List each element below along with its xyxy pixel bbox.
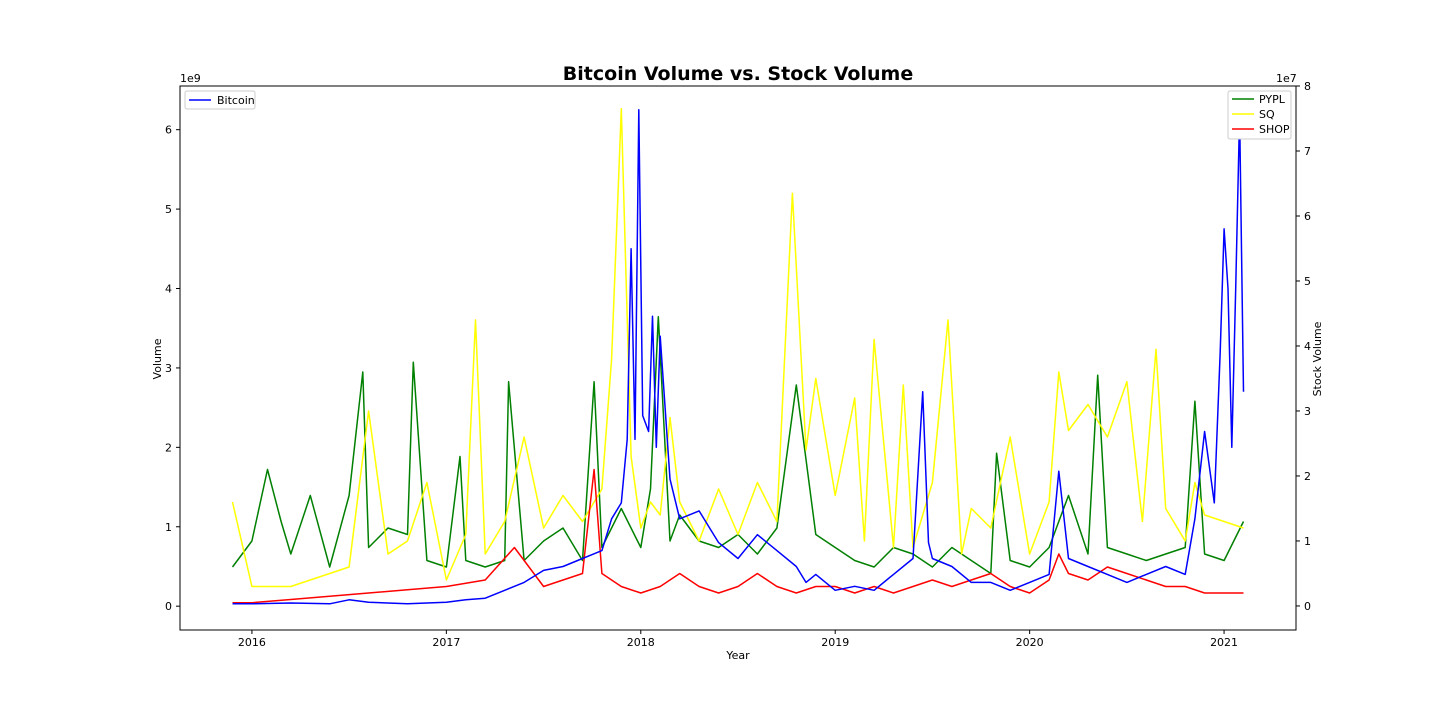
legend-left: Bitcoin (184, 90, 256, 110)
legend-label-pypl: PYPL (1259, 93, 1286, 106)
y2-tick-label: 4 (1304, 340, 1311, 353)
y-scale-label: 1e9 (180, 72, 201, 85)
legend-label-shop: SHOP (1259, 123, 1290, 136)
y-tick-label: 3 (165, 362, 172, 375)
y2-tick-label: 1 (1304, 535, 1311, 548)
y2-tick-label: 5 (1304, 275, 1311, 288)
y2-tick-label: 0 (1304, 600, 1311, 613)
x-tick-label: 2017 (432, 636, 460, 649)
y-tick-label: 5 (165, 203, 172, 216)
y-tick-label: 4 (165, 283, 172, 296)
x-tick-label: 2021 (1210, 636, 1238, 649)
y2-tick-label: 2 (1304, 470, 1311, 483)
series-line-sq (231, 107, 1244, 588)
y-tick-label: 2 (165, 441, 172, 454)
y2-scale-label: 1e7 (1276, 72, 1297, 85)
x-axis-label: Year (725, 649, 750, 662)
legend-left-box (184, 90, 256, 110)
x-tick-label: 2018 (627, 636, 655, 649)
y-axis-label: Volume (151, 338, 164, 379)
legend-right-box (1227, 90, 1292, 140)
y2-tick-label: 6 (1304, 210, 1311, 223)
series-line-bitcoin (232, 109, 1245, 605)
y2-tick-label: 3 (1304, 405, 1311, 418)
y2-tick-label: 7 (1304, 145, 1311, 158)
legend-right: PYPL SQ SHOP (1227, 90, 1292, 140)
series-line-shop (232, 468, 1244, 604)
x-axis: 2016 2017 2018 2019 2020 2021 (238, 630, 1238, 649)
plot-lines (231, 107, 1245, 605)
y-tick-label: 6 (165, 124, 172, 137)
plot-frame (179, 85, 1297, 631)
chart-title: Bitcoin Volume vs. Stock Volume (563, 63, 913, 85)
legend-label-sq: SQ (1259, 108, 1275, 121)
y2-tick-label: 8 (1304, 80, 1311, 93)
x-tick-label: 2016 (238, 636, 266, 649)
y-tick-label: 1 (165, 521, 172, 534)
series-line-pypl (231, 315, 1245, 575)
x-tick-label: 2019 (821, 636, 849, 649)
y-axis-left: 0 1 2 3 4 5 6 (165, 124, 180, 613)
x-tick-label: 2020 (1016, 636, 1044, 649)
y-axis-right: 0 1 2 3 4 5 6 7 8 (1296, 80, 1311, 613)
y-tick-label: 0 (165, 600, 172, 613)
legend-label-bitcoin: Bitcoin (217, 94, 255, 107)
y2-axis-label: Stock Volume (1311, 321, 1324, 396)
